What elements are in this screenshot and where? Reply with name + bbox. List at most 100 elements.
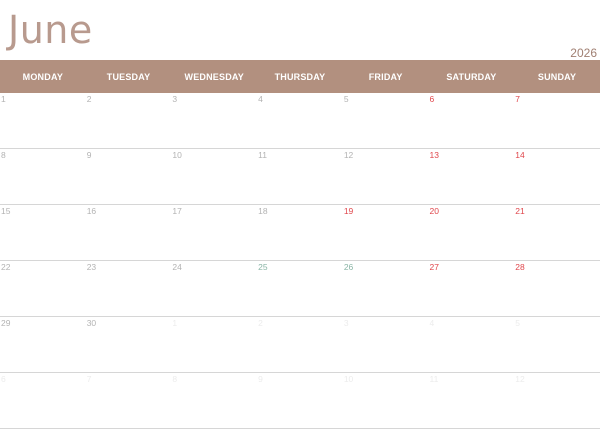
calendar-week: 8 9 10 11 12 13 14 (0, 149, 600, 205)
day-cell[interactable]: 11 (429, 373, 515, 428)
day-cell[interactable]: 3 (343, 317, 429, 372)
day-cell[interactable]: 20 (429, 205, 515, 260)
day-number: 22 (1, 262, 11, 272)
day-number: 13 (429, 150, 439, 160)
day-cell[interactable]: 4 (257, 93, 343, 148)
day-number: 12 (515, 374, 525, 384)
day-number: 9 (258, 374, 263, 384)
day-cell[interactable]: 16 (86, 205, 172, 260)
day-cell[interactable]: 8 (0, 149, 86, 204)
day-cell[interactable]: 2 (86, 93, 172, 148)
day-number: 26 (343, 262, 354, 272)
day-number: 7 (86, 374, 92, 384)
day-cell[interactable]: 14 (514, 149, 600, 204)
day-cell[interactable]: 1 (171, 317, 257, 372)
day-cell[interactable]: 27 (429, 261, 515, 316)
day-number: 11 (258, 150, 267, 160)
day-number: 1 (172, 318, 178, 328)
day-number: 3 (343, 318, 349, 328)
calendar-grid: 1 2 3 4 5 6 7 8 9 10 11 12 13 14 15 16 17 18 19 20 21 22 23 24 2… (0, 93, 600, 429)
weekday-monday: MONDAY (22, 71, 64, 82)
calendar-week: 1 2 3 4 5 6 7 (0, 93, 600, 149)
day-cell[interactable]: 12 (343, 149, 429, 204)
day-number: 8 (172, 374, 178, 384)
day-number: 8 (1, 150, 6, 160)
day-number: 24 (172, 262, 182, 272)
day-cell[interactable]: 12 (514, 373, 600, 428)
calendar-week: 29 30 1 2 3 4 5 (0, 317, 600, 373)
day-number: 10 (172, 150, 182, 160)
calendar-week: 22 23 24 25 26 27 28 (0, 261, 600, 317)
day-number: 10 (343, 374, 354, 384)
day-cell[interactable]: 9 (86, 149, 172, 204)
weekday-sunday: SUNDAY (537, 71, 577, 82)
day-cell[interactable]: 22 (0, 261, 86, 316)
day-number: 5 (515, 318, 520, 328)
day-cell[interactable]: 11 (257, 149, 343, 204)
day-number: 25 (258, 262, 268, 272)
day-cell[interactable]: 7 (86, 373, 172, 428)
day-number: 1 (1, 94, 6, 104)
day-number: 9 (86, 150, 92, 160)
day-cell[interactable]: 30 (86, 317, 172, 372)
day-cell[interactable]: 10 (171, 149, 257, 204)
day-cell[interactable]: 6 (429, 93, 515, 148)
day-cell[interactable]: 26 (343, 261, 429, 316)
day-cell[interactable]: 28 (514, 261, 600, 316)
day-cell[interactable]: 18 (257, 205, 343, 260)
calendar-week: 15 16 17 18 19 20 21 (0, 205, 600, 261)
day-cell[interactable]: 10 (343, 373, 429, 428)
day-cell[interactable]: 25 (257, 261, 343, 316)
calendar-week: 6 7 8 9 10 11 12 (0, 373, 600, 429)
day-number: 11 (429, 374, 439, 384)
weekday-saturday: SATURDAY (446, 71, 497, 82)
day-cell[interactable]: 1 (0, 93, 86, 148)
day-number: 17 (172, 206, 182, 216)
day-cell[interactable]: 4 (429, 317, 515, 372)
day-cell[interactable]: 17 (171, 205, 257, 260)
day-number: 2 (258, 318, 263, 328)
day-number: 4 (429, 318, 435, 328)
day-cell[interactable]: 2 (257, 317, 343, 372)
weekday-wednesday: WEDNESDAY (184, 71, 244, 82)
day-cell[interactable]: 5 (514, 317, 600, 372)
month-title: June (8, 8, 93, 52)
day-cell[interactable]: 9 (257, 373, 343, 428)
day-number: 23 (86, 262, 97, 272)
day-cell[interactable]: 13 (429, 149, 515, 204)
day-number: 4 (258, 94, 263, 104)
year-label: 2026 (570, 46, 597, 60)
day-cell[interactable]: 7 (514, 93, 600, 148)
day-number: 18 (258, 206, 268, 216)
day-cell[interactable]: 3 (171, 93, 257, 148)
day-cell[interactable]: 23 (86, 261, 172, 316)
day-number: 14 (515, 150, 525, 160)
day-number: 29 (1, 318, 11, 328)
day-number: 21 (515, 206, 525, 216)
day-number: 5 (343, 94, 349, 104)
day-number: 30 (86, 318, 97, 328)
day-number: 16 (86, 206, 97, 216)
day-cell[interactable]: 15 (0, 205, 86, 260)
weekday-tuesday: TUESDAY (106, 71, 151, 82)
weekday-friday: FRIDAY (368, 71, 403, 82)
day-number: 3 (172, 94, 178, 104)
day-cell[interactable]: 19 (343, 205, 429, 260)
day-cell[interactable]: 8 (171, 373, 257, 428)
day-cell[interactable]: 24 (171, 261, 257, 316)
weekday-thursday: THURSDAY (274, 71, 326, 82)
day-cell[interactable]: 6 (0, 373, 86, 428)
day-number: 6 (1, 374, 6, 384)
day-number: 28 (515, 262, 525, 272)
day-number: 12 (343, 150, 354, 160)
day-number: 19 (343, 206, 354, 216)
day-cell[interactable]: 5 (343, 93, 429, 148)
day-number: 27 (429, 262, 439, 272)
day-number: 20 (429, 206, 439, 216)
day-number: 6 (429, 94, 435, 104)
weekday-header: MONDAY TUESDAY WEDNESDAY THURSDAY FRIDAY… (0, 60, 600, 93)
day-number: 2 (86, 94, 92, 104)
day-number: 15 (1, 206, 11, 216)
day-cell[interactable]: 29 (0, 317, 86, 372)
day-cell[interactable]: 21 (514, 205, 600, 260)
